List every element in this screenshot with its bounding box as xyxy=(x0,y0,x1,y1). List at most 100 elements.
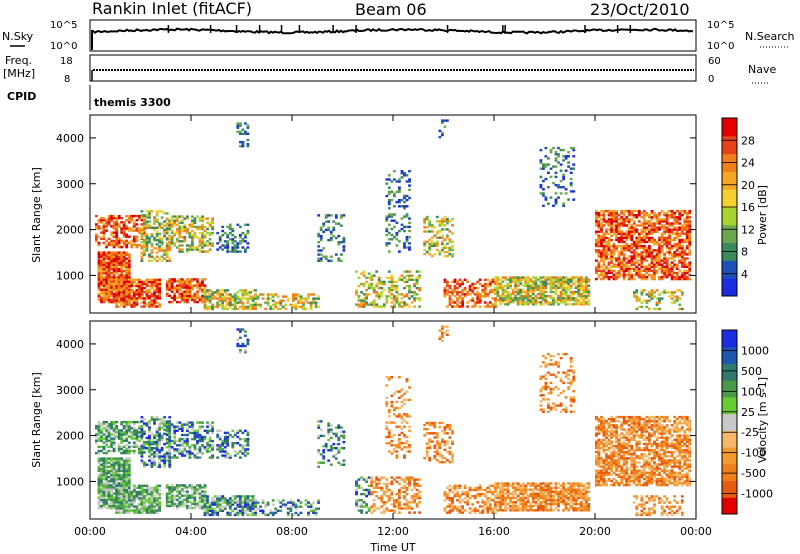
power-cell xyxy=(183,227,187,231)
velocity-cell xyxy=(168,461,172,464)
power-cell xyxy=(105,292,108,295)
power-cell xyxy=(102,300,106,304)
power-cell xyxy=(615,236,618,240)
power-cell xyxy=(584,280,588,283)
power-cell xyxy=(632,295,636,298)
power-cell xyxy=(660,297,664,300)
power-cell xyxy=(602,240,606,244)
power-cell xyxy=(655,240,659,244)
power-cell xyxy=(231,233,235,237)
power-cell xyxy=(577,288,581,292)
power-cell xyxy=(115,286,119,290)
power-cell xyxy=(244,236,247,239)
velocity-cell xyxy=(117,486,121,489)
velocity-cell xyxy=(203,437,207,441)
power-cell xyxy=(663,236,666,240)
velocity-cell xyxy=(117,511,121,514)
velocity-cell xyxy=(122,486,126,490)
power-cell xyxy=(127,300,131,304)
power-cell xyxy=(685,257,689,260)
velocity-cell xyxy=(170,500,174,504)
power-cell xyxy=(115,282,119,286)
power-cell xyxy=(150,251,154,254)
power-cell xyxy=(120,255,124,258)
power-cell xyxy=(622,275,626,279)
power-cell xyxy=(448,291,452,294)
power-cell xyxy=(645,259,649,262)
power-cell xyxy=(615,234,618,237)
power-cell xyxy=(451,305,454,308)
power-cell xyxy=(567,294,570,298)
power-cell xyxy=(294,293,298,296)
velocity-cell xyxy=(251,503,255,506)
power-cell xyxy=(673,222,677,225)
power-cell xyxy=(509,278,512,281)
power-cell xyxy=(549,276,553,279)
velocity-cell xyxy=(125,463,129,466)
velocity-cell xyxy=(239,505,242,508)
power-cell xyxy=(140,223,144,226)
power-cell xyxy=(625,224,629,227)
velocity-cell xyxy=(125,478,129,481)
power-cell xyxy=(670,271,674,275)
power-cell xyxy=(100,288,103,291)
velocity-cell xyxy=(97,500,101,504)
power-cell xyxy=(155,243,159,246)
power-cell xyxy=(405,213,409,216)
power-cell xyxy=(653,275,656,279)
power-cell xyxy=(627,226,631,229)
power-cell xyxy=(165,286,169,289)
velocity-cell xyxy=(221,509,225,512)
power-cell xyxy=(231,240,235,243)
velocity-cell xyxy=(105,437,108,440)
power-cell xyxy=(587,292,591,296)
power-cell xyxy=(120,288,124,292)
power-cell xyxy=(637,255,641,258)
power-cell xyxy=(148,288,151,292)
power-cell xyxy=(658,242,661,246)
power-cell xyxy=(337,241,341,244)
power-cell xyxy=(206,250,209,253)
power-cell xyxy=(587,299,591,302)
power-cell xyxy=(562,301,565,304)
power-cell xyxy=(292,295,295,298)
power-cell xyxy=(539,294,543,298)
power-cell xyxy=(170,215,174,218)
power-cell xyxy=(471,305,475,308)
power-cell xyxy=(153,295,156,298)
velocity-cell xyxy=(196,448,199,451)
power-cell xyxy=(97,241,101,245)
power-cell xyxy=(673,244,677,248)
power-cell xyxy=(511,301,515,304)
power-cell xyxy=(688,232,692,235)
power-cell xyxy=(115,255,119,258)
power-cell xyxy=(395,284,399,288)
power-cell xyxy=(110,257,113,260)
velocity-cell xyxy=(158,422,161,425)
power-cell xyxy=(658,244,661,248)
power-cell xyxy=(597,242,601,246)
power-cell xyxy=(605,253,608,256)
velocity-cell xyxy=(201,500,204,504)
power-cell xyxy=(491,303,495,306)
power-cell xyxy=(191,238,194,241)
power-cell xyxy=(620,259,624,262)
velocity-cell xyxy=(239,503,242,506)
velocity-cell xyxy=(175,425,179,428)
velocity-cell xyxy=(221,497,225,500)
power-cell xyxy=(524,278,528,281)
power-cell xyxy=(648,249,651,252)
power-cell xyxy=(632,293,636,296)
power-cell xyxy=(660,277,664,281)
velocity-cell xyxy=(183,486,187,489)
power-cell xyxy=(554,198,558,201)
velocity-cell xyxy=(246,505,250,508)
velocity-cell xyxy=(115,467,119,471)
power-cell xyxy=(387,291,391,294)
power-cell xyxy=(615,238,618,242)
power-cell xyxy=(191,233,194,237)
power-cell xyxy=(160,239,164,242)
power-cell xyxy=(112,227,116,230)
power-cell xyxy=(231,229,235,233)
power-cell xyxy=(516,299,520,302)
